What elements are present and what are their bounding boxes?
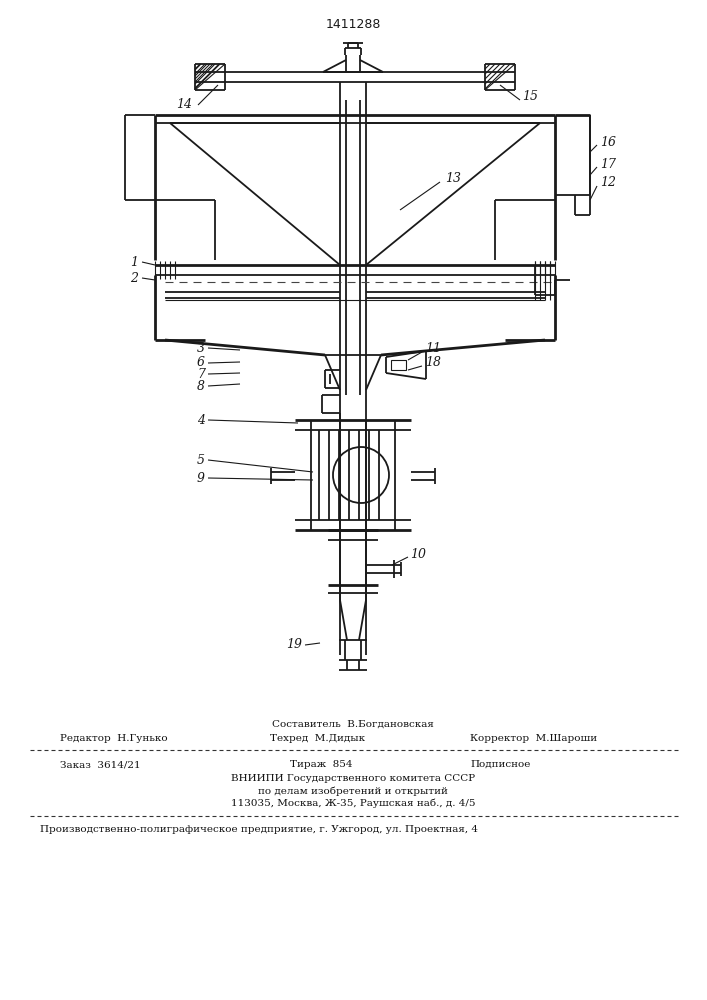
Bar — [391, 360, 406, 370]
Text: 17: 17 — [600, 157, 616, 170]
Text: 8: 8 — [197, 379, 205, 392]
Text: 4: 4 — [197, 414, 205, 426]
Text: 113035, Москва, Ж-35, Раушская наб., д. 4/5: 113035, Москва, Ж-35, Раушская наб., д. … — [230, 798, 475, 808]
Text: 16: 16 — [600, 135, 616, 148]
Text: 12: 12 — [600, 176, 616, 188]
Text: 2: 2 — [130, 271, 138, 284]
Text: 1: 1 — [130, 255, 138, 268]
Text: 3: 3 — [197, 342, 205, 355]
Text: Составитель  В.Богдановская: Составитель В.Богдановская — [272, 720, 434, 729]
Text: Тираж  854: Тираж 854 — [290, 760, 353, 769]
Text: 14: 14 — [176, 99, 192, 111]
Text: Корректор  М.Шароши: Корректор М.Шароши — [470, 734, 597, 743]
Text: ВНИИПИ Государственного комитета СССР: ВНИИПИ Государственного комитета СССР — [231, 774, 475, 783]
Text: 1411288: 1411288 — [325, 18, 380, 31]
Text: 13: 13 — [445, 172, 461, 184]
Text: 15: 15 — [522, 90, 538, 103]
Text: по делам изобретений и открытий: по делам изобретений и открытий — [258, 786, 448, 796]
Text: 6: 6 — [197, 357, 205, 369]
Text: 5: 5 — [197, 454, 205, 466]
Text: Производственно-полиграфическое предприятие, г. Ужгород, ул. Проектная, 4: Производственно-полиграфическое предприя… — [40, 825, 478, 834]
Text: 9: 9 — [197, 472, 205, 485]
Text: 19: 19 — [286, 639, 302, 652]
Text: 18: 18 — [425, 356, 441, 368]
Text: 11: 11 — [425, 342, 441, 355]
Text: 10: 10 — [410, 548, 426, 560]
Text: Редактор  Н.Гунько: Редактор Н.Гунько — [60, 734, 168, 743]
Text: Подписное: Подписное — [470, 760, 530, 769]
Text: Заказ  3614/21: Заказ 3614/21 — [60, 760, 141, 769]
Text: 7: 7 — [197, 367, 205, 380]
Text: Техред  М.Дидык: Техред М.Дидык — [270, 734, 365, 743]
